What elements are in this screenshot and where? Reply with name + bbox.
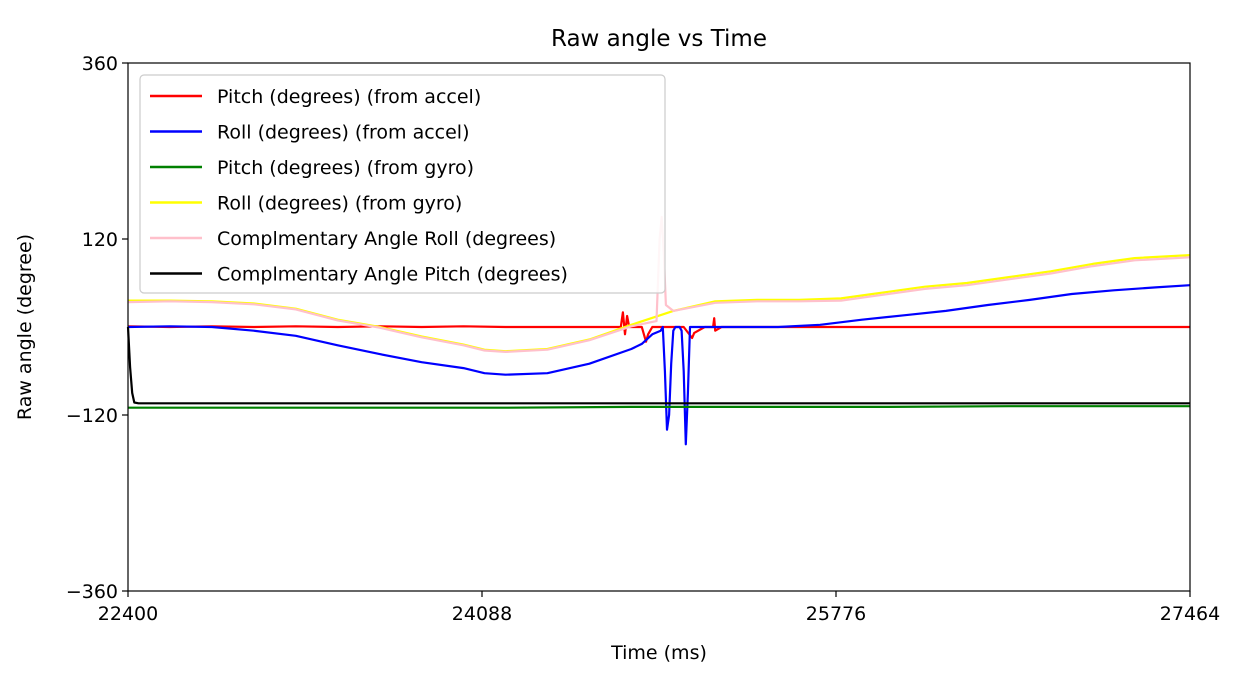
x-tick-label: 22400 (98, 603, 158, 625)
x-axis-label: Time (ms) (610, 642, 707, 664)
legend-label: Complmentary Angle Pitch (degrees) (217, 264, 568, 286)
legend-label: Roll (degrees) (from accel) (217, 122, 470, 144)
x-tick-label: 25776 (806, 603, 866, 625)
y-tick-label: 360 (82, 53, 118, 75)
legend-label: Complmentary Angle Roll (degrees) (217, 228, 556, 250)
legend-label: Roll (degrees) (from gyro) (217, 193, 462, 215)
y-axis: −360 −120 120 360 (66, 53, 128, 603)
x-tick-label: 27464 (1160, 603, 1220, 625)
series-line-1 (127, 311, 1190, 343)
x-tick-label: 24088 (452, 603, 512, 625)
legend: Pitch (degrees) (from accel) Roll (degree… (139, 74, 666, 294)
series-line-3 (128, 405, 1190, 409)
x-axis: 22400 24088 25776 27464 (98, 591, 1220, 625)
legend-label: Pitch (degrees) (from gyro) (217, 157, 474, 179)
legend-label: Pitch (degrees) (from accel) (217, 86, 481, 108)
y-tick-label: −120 (66, 405, 118, 427)
plot-frame (127, 62, 1191, 592)
y-axis-label: Raw angle (degree) (14, 234, 36, 420)
y-tick-label: 120 (82, 229, 118, 251)
legend-box (139, 74, 666, 294)
series-line-2 (127, 284, 1191, 446)
y-tick-label: −360 (66, 581, 118, 603)
series-line-6 (126, 326, 1190, 405)
chart-title: Raw angle vs Time (551, 26, 767, 52)
